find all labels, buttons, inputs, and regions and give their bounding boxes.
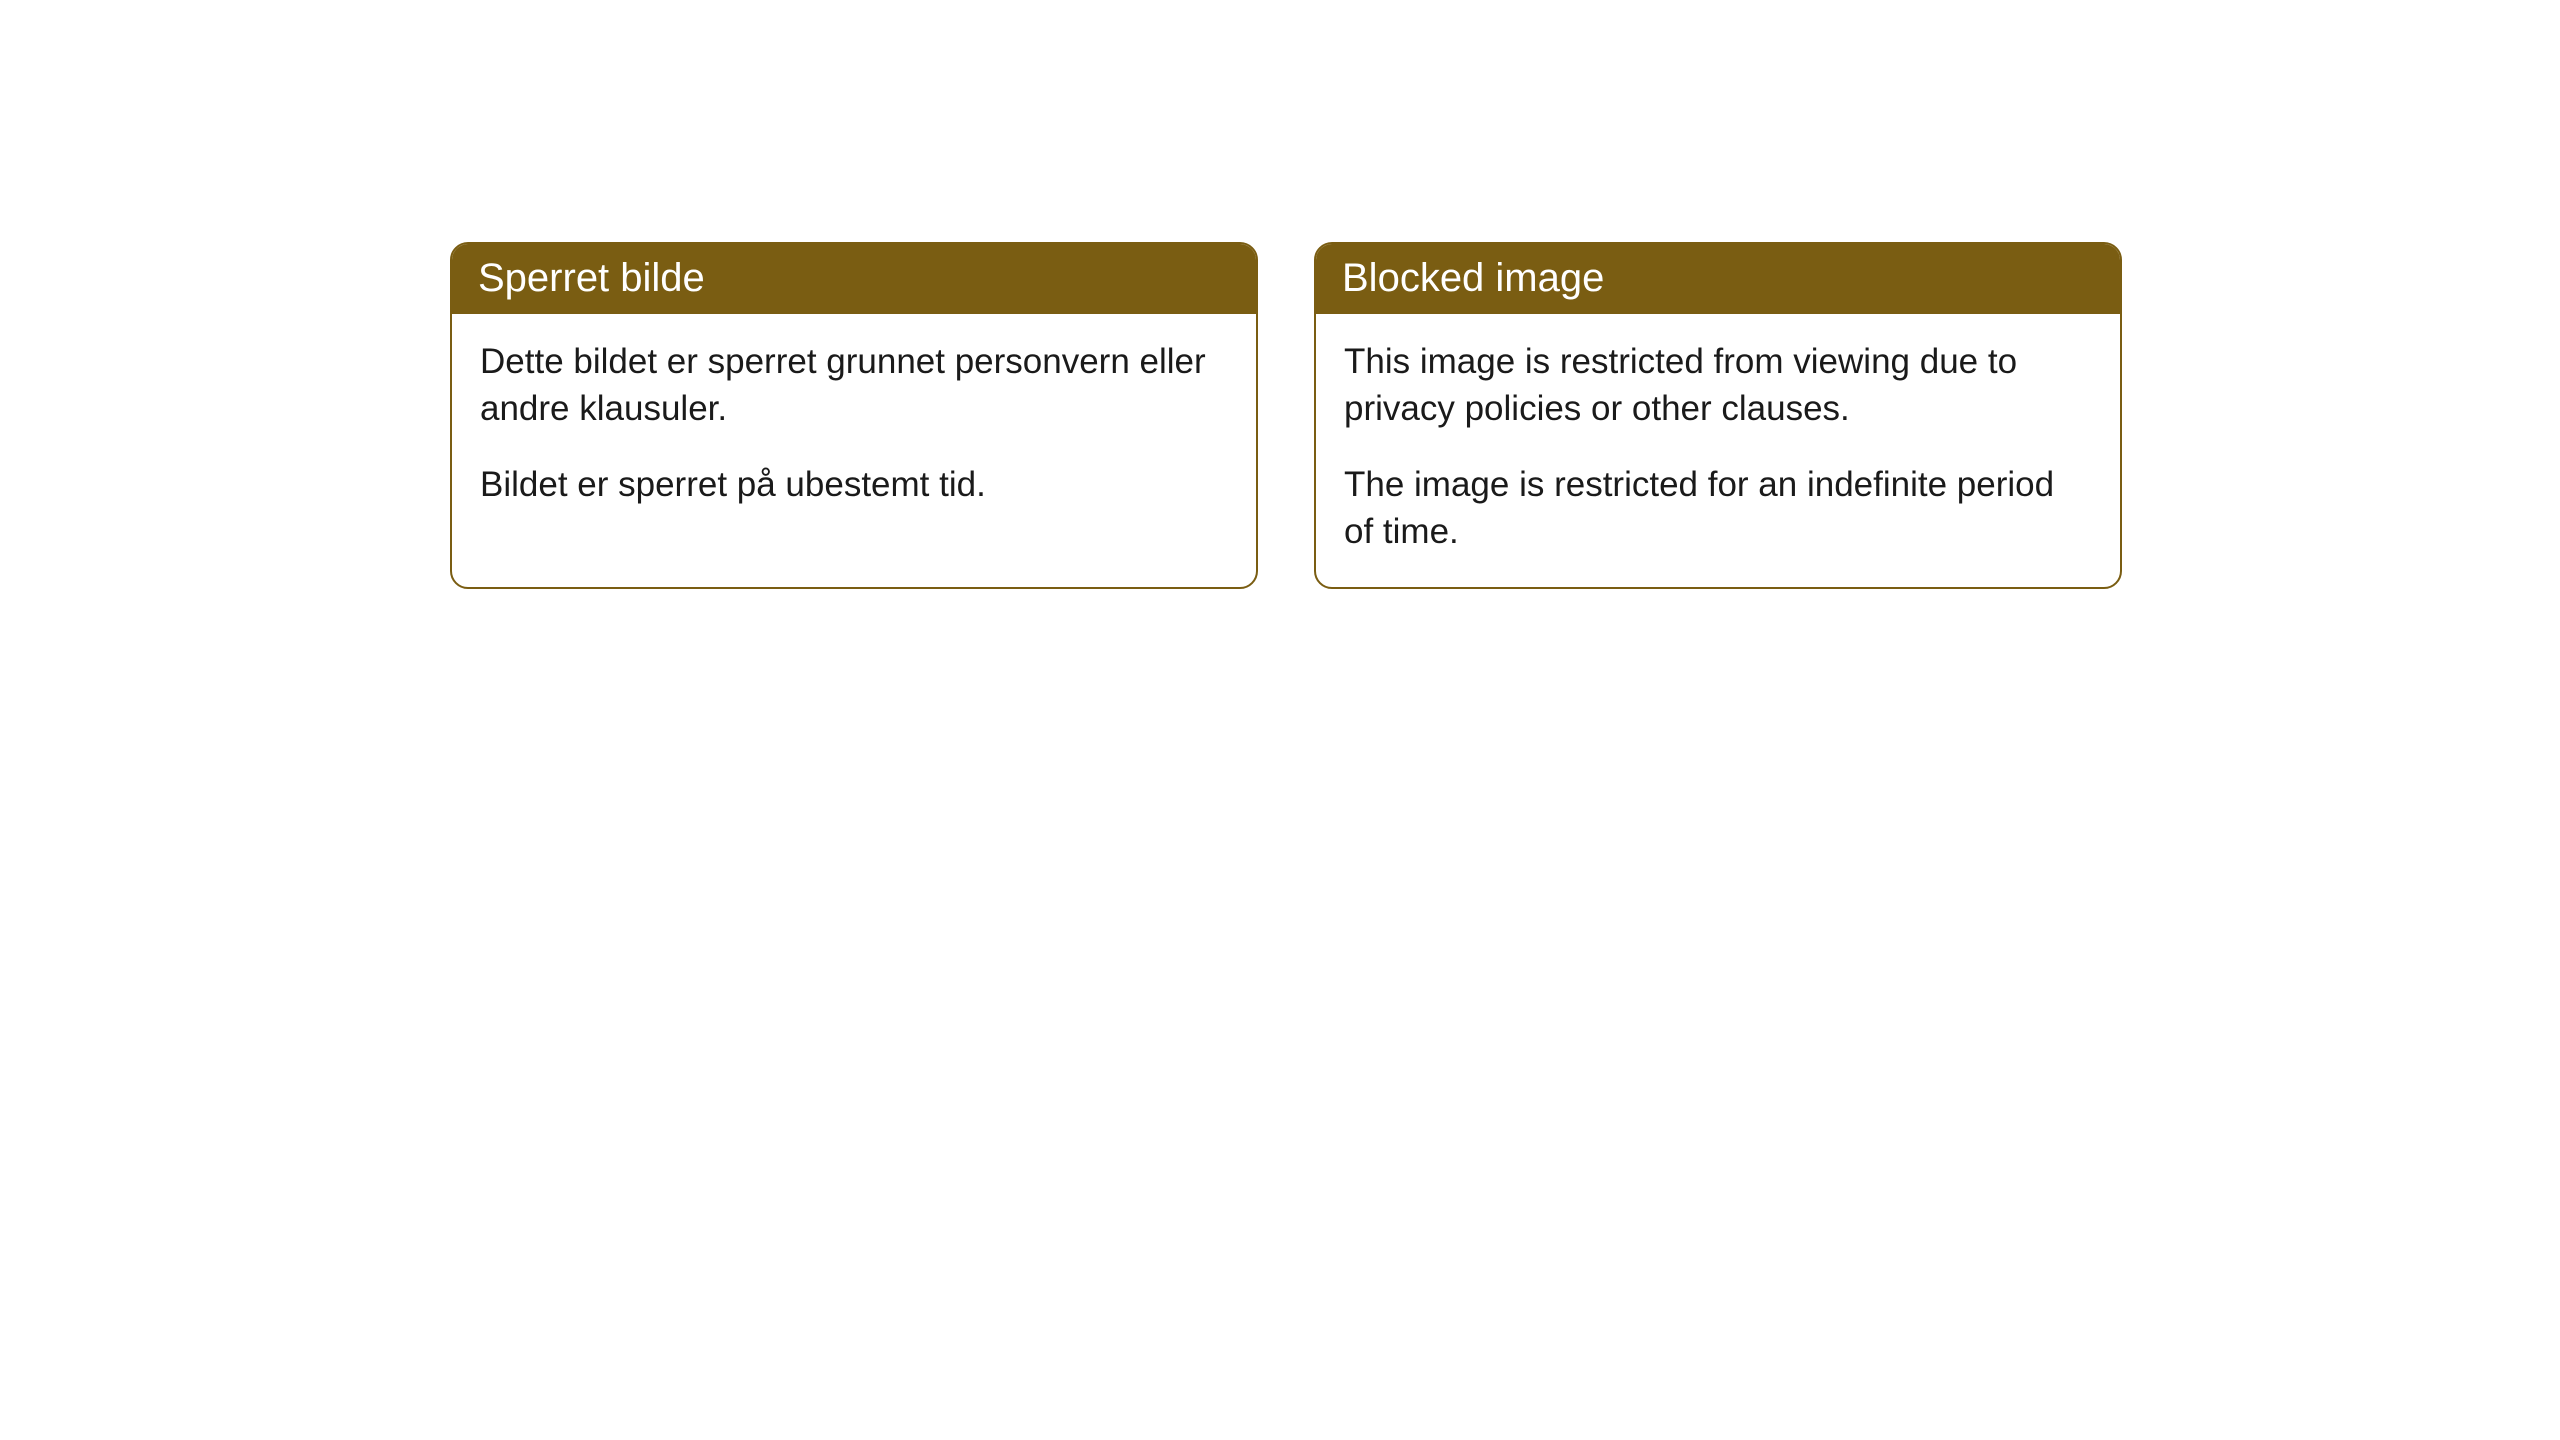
blocked-image-card-norwegian: Sperret bilde Dette bildet er sperret gr… (450, 242, 1258, 589)
notice-cards-container: Sperret bilde Dette bildet er sperret gr… (450, 242, 2122, 589)
card-body: Dette bildet er sperret grunnet personve… (452, 314, 1256, 540)
card-paragraph: Dette bildet er sperret grunnet personve… (480, 338, 1228, 433)
card-header: Sperret bilde (452, 244, 1256, 314)
card-paragraph: Bildet er sperret på ubestemt tid. (480, 461, 1228, 508)
card-title: Blocked image (1342, 256, 1604, 300)
card-body: This image is restricted from viewing du… (1316, 314, 2120, 587)
card-header: Blocked image (1316, 244, 2120, 314)
blocked-image-card-english: Blocked image This image is restricted f… (1314, 242, 2122, 589)
card-paragraph: The image is restricted for an indefinit… (1344, 461, 2092, 556)
card-paragraph: This image is restricted from viewing du… (1344, 338, 2092, 433)
card-title: Sperret bilde (478, 256, 705, 300)
